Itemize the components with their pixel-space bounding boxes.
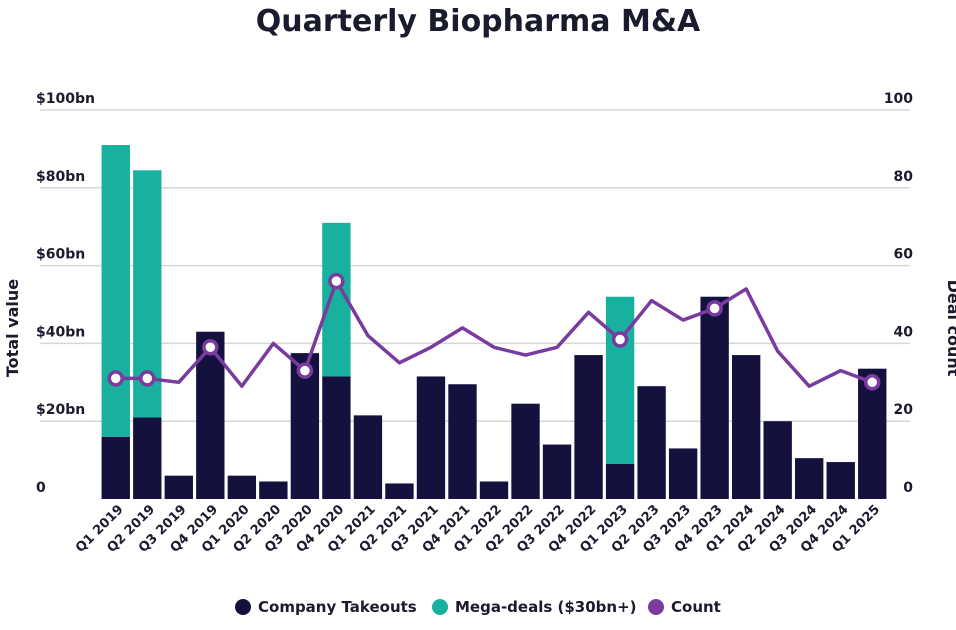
y2-tick-label: 0 <box>903 480 913 496</box>
y-tick-label: $40bn <box>36 324 85 340</box>
count-point <box>328 272 345 290</box>
bar-company-takeouts <box>637 386 666 499</box>
count-point <box>296 362 314 379</box>
count-points <box>107 272 881 391</box>
bar-company-takeouts <box>416 376 446 499</box>
count-point <box>863 374 881 391</box>
count-point <box>706 300 723 317</box>
bar-company-takeouts <box>731 355 761 499</box>
count-point <box>611 331 629 348</box>
y-tick-label: 0 <box>36 480 46 496</box>
y-tick-label: $20bn <box>36 402 85 418</box>
y2-tick-label: 40 <box>894 324 914 340</box>
y-axis-label: Total value <box>3 279 22 377</box>
y2-axis-label: Deal count <box>944 280 956 377</box>
bar-company-takeouts <box>259 481 288 499</box>
bar-company-takeouts <box>448 384 477 499</box>
count-point <box>202 339 219 356</box>
bar-company-takeouts <box>101 436 130 499</box>
y2-tick-label: 80 <box>894 169 914 185</box>
legend-label: Mega-deals ($30bn+) <box>455 598 637 616</box>
y-tick-label: $60bn <box>36 247 85 263</box>
count-point <box>139 370 156 387</box>
bar-company-takeouts <box>763 421 792 499</box>
bar-company-takeouts <box>479 481 509 499</box>
y2-tick-label: 20 <box>894 402 914 418</box>
bar-company-takeouts <box>227 475 257 499</box>
y2-tick-label: 100 <box>884 91 913 107</box>
bar-company-takeouts <box>826 462 855 499</box>
right-axis-ticks: 0 20 40 60 80 100 <box>884 91 913 496</box>
bar-company-takeouts <box>511 403 540 499</box>
y-tick-label: $100bn <box>36 91 95 107</box>
chart-title: Quarterly Biopharma M&A <box>256 4 701 39</box>
legend-label: Company Takeouts <box>258 598 417 616</box>
bar-company-takeouts <box>700 296 729 499</box>
legend-marker <box>432 599 448 615</box>
bar-mega-deals-30bn <box>605 296 635 464</box>
bar-company-takeouts <box>574 355 603 499</box>
bar-mega-deals-30bn <box>101 145 130 437</box>
count-line <box>114 279 874 388</box>
y-tick-label: $80bn <box>36 169 85 185</box>
grid-lines <box>40 109 910 422</box>
bars <box>101 145 887 499</box>
legend: Company Takeouts Mega-deals ($30bn+) Count <box>235 598 721 616</box>
bar-company-takeouts <box>668 448 698 499</box>
bar-company-takeouts <box>322 376 351 499</box>
bar-company-takeouts <box>605 463 635 499</box>
y2-tick-label: 60 <box>894 247 914 263</box>
legend-marker <box>235 599 251 615</box>
bar-company-takeouts <box>164 475 193 499</box>
count-line-path <box>114 279 874 388</box>
bar-company-takeouts <box>353 415 383 499</box>
legend-marker <box>648 599 664 615</box>
bar-company-takeouts <box>542 444 572 499</box>
bar-company-takeouts <box>385 483 414 499</box>
count-point <box>107 370 125 387</box>
bar-company-takeouts <box>133 417 162 499</box>
left-axis-ticks: 0 $20bn $40bn $60bn $80bn $100bn <box>36 91 95 496</box>
bar-company-takeouts <box>795 458 824 499</box>
legend-label: Count <box>671 598 721 616</box>
